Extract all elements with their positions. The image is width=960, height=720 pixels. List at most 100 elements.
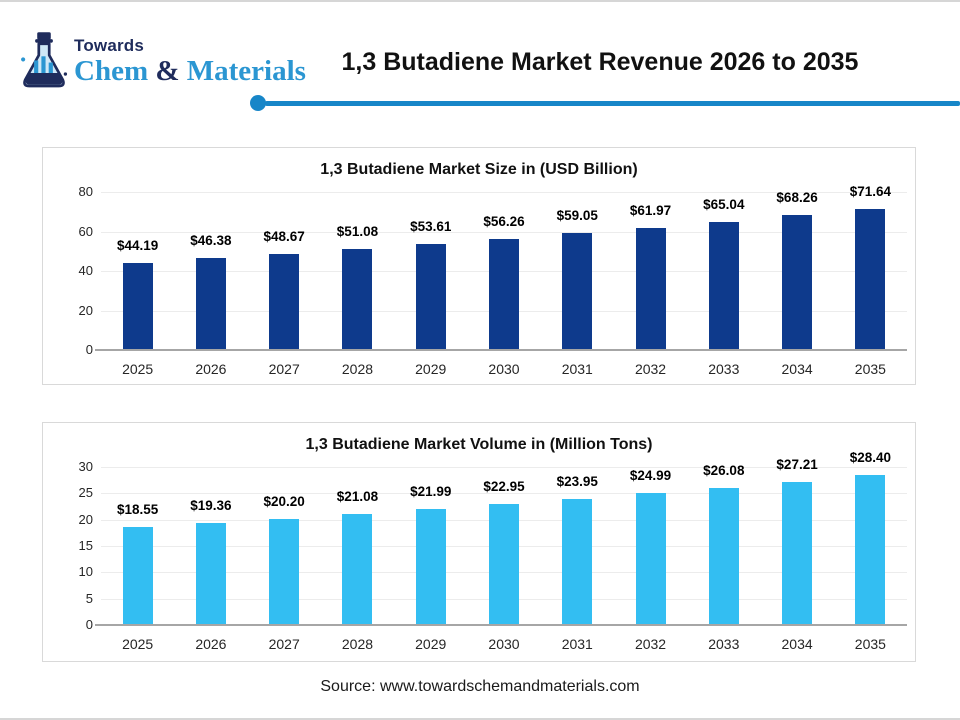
y-tick-label: 15 [78,538,93,553]
plot-area: $44.19 2025 $46.38 2026 $48.67 2027 $51.08 2028… [95,184,907,377]
bar [195,523,226,625]
chart-title: 1,3 Butadiene Market Size in (USD Billio… [320,161,638,178]
bar-value-label: $18.55 [116,502,159,518]
bar-value-label: $59.05 [556,208,598,224]
x-tick-label: 2028 [341,636,374,652]
bar [855,208,886,350]
gridline [101,467,907,468]
brand-name-text: Chem & Materials [74,56,306,86]
bar-value-label: $46.38 [190,233,232,249]
title-divider-line [265,101,960,106]
bar-value-label: $20.20 [263,493,305,509]
x-tick-label: 2029 [415,636,447,652]
bar-value-label: $61.97 [629,202,672,218]
chart-title: 1,3 Butadiene Market Volume in (Million … [305,436,653,453]
x-tick-label: 2030 [488,636,520,652]
x-tick-label: 2031 [561,361,593,377]
brand-chem: Chem [74,55,149,87]
bar [195,258,226,350]
x-tick-label: 2033 [708,636,740,652]
bar-value-label: $68.26 [776,190,818,206]
bar-value-label: $26.08 [703,462,745,478]
y-tick-label: 80 [78,184,93,199]
x-axis-line [95,349,907,351]
brand-ampersand: & [148,55,187,87]
x-tick-label: 2030 [488,361,520,377]
bar-value-label: $48.67 [263,228,305,244]
bar [415,509,446,625]
bar-value-label: $21.08 [336,488,379,504]
x-tick-label: 2029 [415,361,447,377]
bar [342,249,373,350]
bar [415,244,446,350]
bar [782,481,813,625]
bar-value-label: $51.08 [336,224,379,240]
y-tick-label: 40 [78,263,93,278]
bar [122,527,153,625]
y-tick-label: 5 [85,590,93,606]
y-tick-label: 0 [85,342,93,357]
x-tick-label: 2033 [708,361,740,377]
x-tick-label: 2032 [634,636,667,652]
plot-area: $18.55 2025 $19.36 2026 $20.20 2027 $21.08 2028… [95,450,907,652]
bar-value-label: $65.04 [703,196,745,212]
bar [122,262,153,350]
x-tick-label: 2027 [268,636,300,652]
gridline [101,231,907,233]
bar-value-label: $23.95 [556,473,598,489]
y-tick-label: 0 [85,617,93,632]
bar-value-label: $56.26 [483,213,525,229]
x-tick-label: 2034 [781,361,813,377]
y-tick-label: 60 [78,223,93,239]
brand-text: Towards Chem & Materials [74,32,306,86]
y-tick-label: 10 [78,564,93,580]
x-tick-label: 2028 [341,361,374,377]
bar-value-label: $21.99 [410,484,452,500]
bar [489,504,519,625]
brand-logo: Towards Chem & Materials [20,32,306,90]
bar [562,498,593,625]
brand-towards-text: Towards [74,36,145,55]
x-tick-label: 2035 [854,361,886,377]
bar [342,513,373,625]
bar [635,227,666,350]
x-tick-label: 2026 [195,361,227,377]
bar [269,253,300,350]
y-tick-label: 30 [78,459,93,474]
gridline [101,493,907,495]
bar [489,238,519,350]
y-tick-label: 20 [78,511,93,527]
bar [269,518,300,625]
x-tick-label: 2031 [561,636,593,652]
bar [855,475,886,625]
page-title: 1,3 Butadiene Market Revenue 2026 to 203… [341,48,859,76]
x-tick-label: 2032 [634,361,667,377]
x-tick-label: 2034 [781,636,813,652]
source-text: Source: www.towardschemandmaterials.com [320,678,640,695]
bar [708,487,739,625]
bar-value-label: $24.99 [629,468,672,484]
flask-icon [21,32,68,88]
bar-value-label: $44.19 [116,237,159,253]
bar-value-label: $28.40 [849,450,891,466]
x-tick-label: 2026 [195,636,227,652]
bar [635,493,666,625]
market-size-chart-panel: 1,3 Butadiene Market Size in (USD Billio… [42,147,916,385]
x-tick-label: 2025 [122,636,154,652]
bar-value-label: $27.21 [776,456,818,472]
y-tick-label: 20 [78,302,93,318]
y-tick-label: 25 [78,485,93,501]
x-tick-label: 2027 [268,361,300,377]
bar [708,221,739,350]
x-tick-label: 2035 [854,636,886,652]
bar-value-label: $71.64 [849,183,891,199]
x-tick-label: 2025 [122,361,154,377]
title-divider-dot [250,95,266,111]
brand-materials: Materials [186,55,306,87]
bar [562,233,593,350]
bar-value-label: $19.36 [190,498,232,514]
bar [782,215,813,350]
gridline [101,192,907,193]
bar-value-label: $53.61 [410,219,452,235]
